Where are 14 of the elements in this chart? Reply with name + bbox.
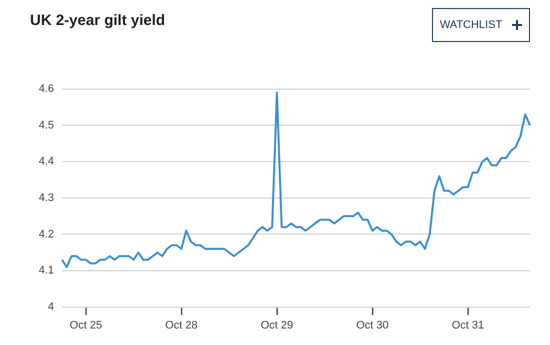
x-tick-label: Oct 25 (70, 320, 102, 332)
x-tick-label: Oct 29 (260, 320, 294, 332)
y-tick-label: 4 (48, 301, 54, 314)
y-tick-label: 4.2 (38, 228, 54, 240)
y-tick-label: 4.6 (38, 83, 54, 96)
text: WATCHLIST (440, 19, 502, 31)
y-tick-label: 4.4 (38, 156, 54, 168)
y-tick-label: 4.5 (38, 119, 54, 132)
y-tick-label: 4.1 (38, 264, 54, 277)
chart-title: UK 2-year gilt yield (30, 12, 166, 29)
x-tick-label: Oct 30 (356, 320, 389, 332)
x-tick-label: Oct 28 (165, 320, 198, 332)
y-tick-label: 4.3 (38, 192, 54, 204)
x-tick-label: Oct 31 (452, 320, 484, 332)
